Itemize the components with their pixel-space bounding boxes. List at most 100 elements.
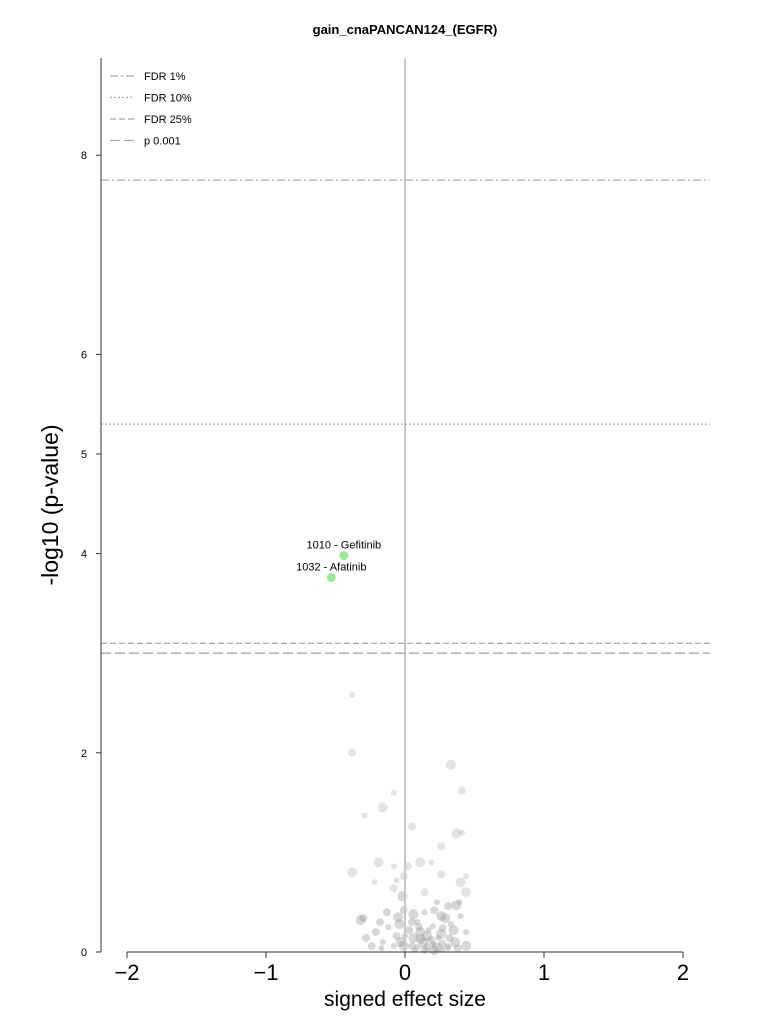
x-tick-label: 0 bbox=[399, 960, 411, 985]
background-point bbox=[429, 945, 440, 956]
background-point bbox=[420, 888, 429, 897]
highlighted-point bbox=[326, 573, 336, 583]
y-axis-label: -log10 (p-value) bbox=[37, 424, 63, 585]
background-point bbox=[408, 909, 419, 920]
y-tick-label: 6 bbox=[81, 349, 87, 361]
background-point bbox=[445, 934, 454, 943]
y-tick-label: 8 bbox=[81, 150, 87, 162]
background-point bbox=[421, 909, 428, 916]
background-point bbox=[457, 913, 464, 920]
background-point bbox=[453, 944, 462, 953]
background-points bbox=[347, 692, 472, 956]
background-point bbox=[408, 933, 419, 944]
background-point bbox=[371, 879, 378, 886]
background-point bbox=[407, 942, 416, 951]
background-point bbox=[458, 829, 465, 836]
background-point bbox=[382, 908, 391, 917]
background-point bbox=[461, 941, 472, 952]
background-point bbox=[390, 943, 397, 950]
background-point bbox=[393, 912, 404, 923]
background-point bbox=[399, 906, 408, 915]
background-point bbox=[394, 919, 405, 930]
background-point bbox=[373, 857, 384, 868]
background-point bbox=[393, 877, 400, 884]
chart-title: gain_cnaPANCAN124_(EGFR) bbox=[313, 22, 498, 37]
background-point bbox=[436, 929, 447, 940]
background-point bbox=[347, 867, 358, 878]
background-point bbox=[398, 941, 409, 952]
background-point bbox=[415, 927, 426, 938]
background-point bbox=[445, 759, 456, 770]
highlighted-points: 1010 - Gefitinib 1032 - Afatinib bbox=[296, 540, 381, 583]
background-point bbox=[427, 936, 436, 945]
background-point bbox=[349, 692, 356, 699]
background-point bbox=[407, 822, 416, 831]
background-point bbox=[414, 919, 421, 926]
background-point bbox=[451, 828, 462, 839]
x-tick-label: 1 bbox=[538, 960, 550, 985]
highlighted-point bbox=[339, 551, 349, 561]
background-point bbox=[430, 906, 439, 915]
background-point bbox=[438, 924, 447, 933]
legend-label: FDR 10% bbox=[144, 93, 192, 105]
background-point bbox=[444, 902, 453, 911]
background-point bbox=[390, 789, 397, 796]
background-point bbox=[379, 939, 386, 946]
y-tick-label: 4 bbox=[81, 549, 87, 561]
y-tick-label: 2 bbox=[81, 748, 87, 760]
background-point bbox=[405, 926, 414, 935]
background-point bbox=[448, 925, 459, 936]
background-point bbox=[431, 942, 442, 953]
background-point bbox=[395, 937, 406, 948]
background-point bbox=[399, 872, 408, 881]
background-point bbox=[378, 945, 385, 952]
background-point bbox=[425, 927, 432, 934]
background-point bbox=[392, 932, 401, 941]
background-point bbox=[437, 870, 446, 879]
background-point bbox=[422, 931, 433, 942]
background-point bbox=[390, 863, 397, 870]
background-point bbox=[385, 924, 392, 931]
background-point bbox=[461, 887, 472, 898]
background-point bbox=[463, 873, 470, 880]
background-point bbox=[450, 937, 461, 948]
background-point bbox=[371, 928, 380, 937]
legend-label: FDR 25% bbox=[144, 114, 192, 126]
background-point bbox=[361, 812, 368, 819]
background-point bbox=[440, 913, 451, 924]
x-tick-label: 2 bbox=[677, 960, 689, 985]
background-point bbox=[429, 923, 436, 930]
background-point bbox=[367, 942, 376, 951]
background-point bbox=[359, 914, 368, 923]
x-ticks: −2 −1 0 1 2 bbox=[114, 952, 689, 985]
background-point bbox=[407, 918, 416, 927]
threshold-lines bbox=[101, 179, 710, 654]
background-point bbox=[457, 786, 466, 795]
background-point bbox=[429, 941, 436, 948]
legend-label: FDR 1% bbox=[144, 71, 186, 83]
background-point bbox=[435, 935, 442, 942]
background-point bbox=[456, 899, 463, 906]
background-point bbox=[420, 946, 429, 955]
legend-label: p 0.001 bbox=[144, 136, 181, 148]
background-point bbox=[377, 802, 388, 813]
background-point bbox=[415, 857, 426, 868]
background-point bbox=[436, 911, 447, 922]
background-point bbox=[348, 748, 357, 757]
x-axis-label: signed effect size bbox=[324, 988, 486, 1011]
x-tick-label: −1 bbox=[253, 960, 278, 985]
background-point bbox=[463, 929, 470, 936]
background-point bbox=[418, 937, 429, 948]
legend: FDR 1% FDR 10% FDR 25% p 0.001 bbox=[110, 71, 192, 148]
y-tick-label: 5 bbox=[81, 449, 87, 461]
background-point bbox=[414, 923, 423, 932]
background-point bbox=[433, 899, 440, 906]
highlighted-point-label: 1032 - Afatinib bbox=[296, 562, 366, 574]
background-point bbox=[451, 900, 462, 911]
x-tick-label: −2 bbox=[114, 960, 139, 985]
y-ticks: 0 2 4 5 6 8 bbox=[81, 150, 101, 959]
background-point bbox=[355, 915, 366, 926]
background-point bbox=[389, 884, 398, 893]
background-point bbox=[445, 945, 452, 952]
